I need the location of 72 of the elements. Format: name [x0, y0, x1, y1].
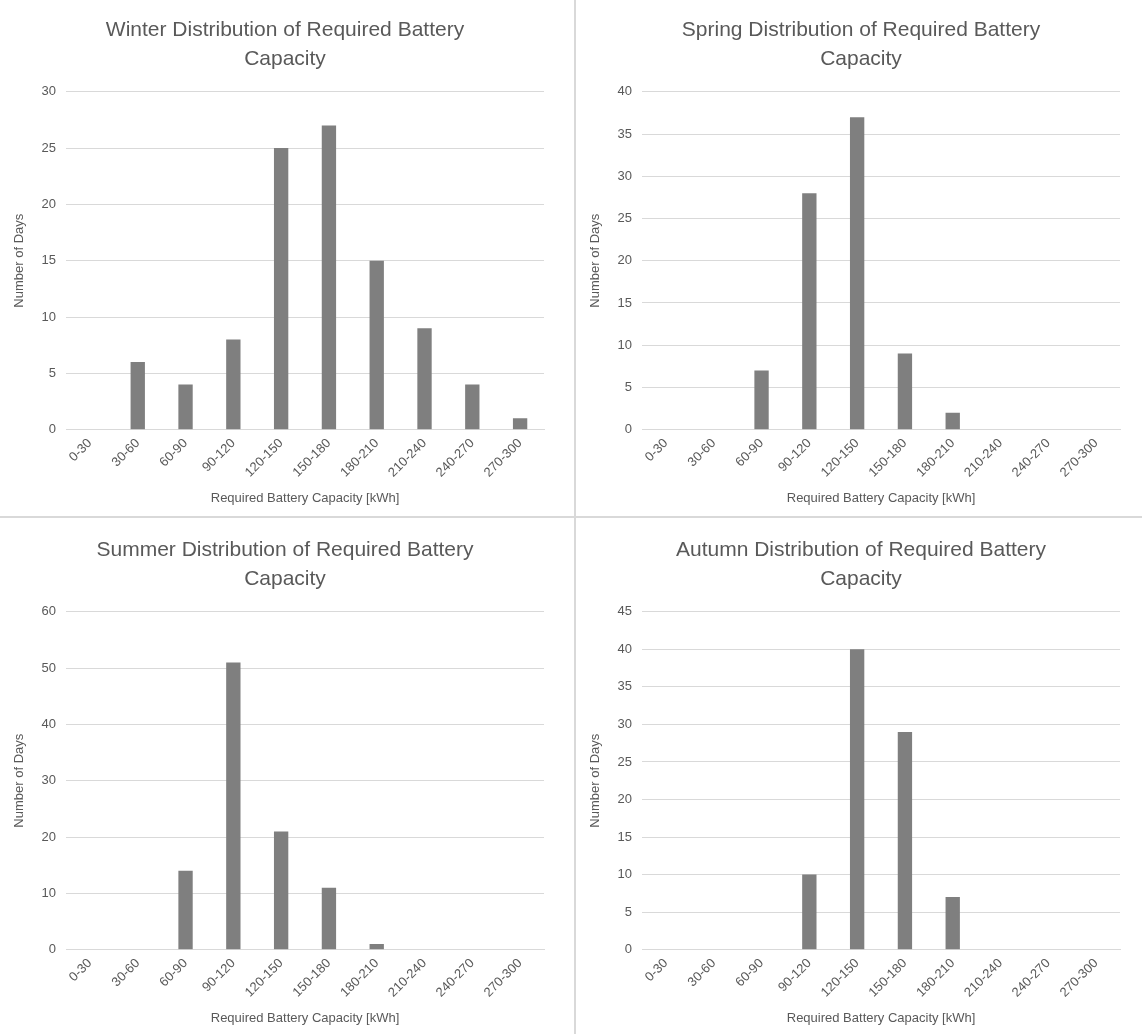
- y-tick-label: 10: [41, 884, 57, 900]
- y-tick-label: 30: [617, 167, 633, 183]
- y-tick-label: 50: [41, 659, 57, 675]
- y-tick-label: 30: [41, 83, 57, 99]
- y-tick-label: 30: [617, 715, 633, 731]
- bar: [178, 384, 193, 430]
- bar: [130, 362, 145, 430]
- bar: [802, 193, 817, 430]
- bar: [273, 831, 289, 950]
- y-tick-label: 10: [41, 308, 57, 324]
- chart-title: Summer Distribution of Required Battery Capacity: [95, 536, 475, 591]
- bar: [802, 874, 817, 950]
- bar: [417, 328, 432, 430]
- x-tick-label: 0-30: [641, 435, 671, 465]
- y-tick-label: 15: [41, 252, 57, 268]
- x-tick-label: 0-30: [65, 435, 95, 465]
- bar: [754, 370, 769, 430]
- bar: [897, 731, 913, 950]
- y-tick-label: 60: [41, 603, 57, 619]
- chart-title: Winter Distribution of Required Battery Capacity: [104, 16, 466, 71]
- x-axis-title: Required Battery Capacity [kWh]: [210, 489, 400, 505]
- x-tick-label: 0-30: [641, 955, 671, 985]
- y-axis-title: Number of Days: [587, 733, 603, 828]
- y-tick-label: 40: [41, 715, 57, 731]
- y-axis-title: Number of Days: [11, 213, 27, 308]
- y-axis-title: Number of Days: [587, 213, 603, 308]
- y-tick-label: 25: [41, 139, 57, 155]
- bar: [369, 944, 384, 950]
- chart-title: Autumn Distribution of Required Battery Capacity: [675, 536, 1047, 591]
- y-tick-label: 25: [617, 210, 633, 226]
- y-tick-label: 35: [617, 678, 633, 694]
- y-tick-label: 20: [41, 195, 57, 211]
- y-tick-label: 45: [617, 603, 633, 619]
- bar: [945, 897, 960, 950]
- x-axis-title: Required Battery Capacity [kWh]: [786, 489, 976, 505]
- bar: [226, 662, 241, 950]
- bar: [369, 260, 384, 430]
- y-tick-label: 0: [48, 941, 57, 957]
- y-tick-label: 5: [624, 903, 633, 919]
- x-tick-label: 0-30: [65, 955, 95, 985]
- y-tick-label: 15: [617, 828, 633, 844]
- y-tick-label: 0: [624, 421, 633, 437]
- y-tick-label: 20: [41, 828, 57, 844]
- y-tick-label: 0: [48, 421, 57, 437]
- bar: [512, 418, 528, 430]
- y-tick-label: 5: [624, 378, 633, 394]
- bar: [226, 339, 241, 430]
- bar: [178, 870, 193, 950]
- bar: [465, 384, 480, 430]
- y-tick-label: 20: [617, 252, 633, 268]
- y-tick-label: 40: [617, 83, 633, 99]
- x-axis-title: Required Battery Capacity [kWh]: [210, 1009, 400, 1025]
- y-tick-label: 0: [624, 941, 633, 957]
- bar: [945, 412, 960, 430]
- bar: [849, 117, 865, 430]
- y-tick-label: 35: [617, 125, 633, 141]
- bar: [897, 353, 913, 430]
- x-axis-title: Required Battery Capacity [kWh]: [786, 1009, 976, 1025]
- y-tick-label: 15: [617, 294, 633, 310]
- bar: [849, 649, 865, 950]
- y-tick-label: 10: [617, 866, 633, 882]
- y-tick-label: 5: [48, 364, 57, 380]
- y-tick-label: 25: [617, 753, 633, 769]
- y-tick-label: 10: [617, 336, 633, 352]
- bar: [321, 887, 337, 950]
- bar: [321, 125, 337, 430]
- y-tick-label: 40: [617, 640, 633, 656]
- y-tick-label: 20: [617, 791, 633, 807]
- y-tick-label: 30: [41, 772, 57, 788]
- y-axis-title: Number of Days: [11, 733, 27, 828]
- chart-title: Spring Distribution of Required Battery Capacity: [680, 16, 1042, 71]
- bar: [273, 148, 289, 430]
